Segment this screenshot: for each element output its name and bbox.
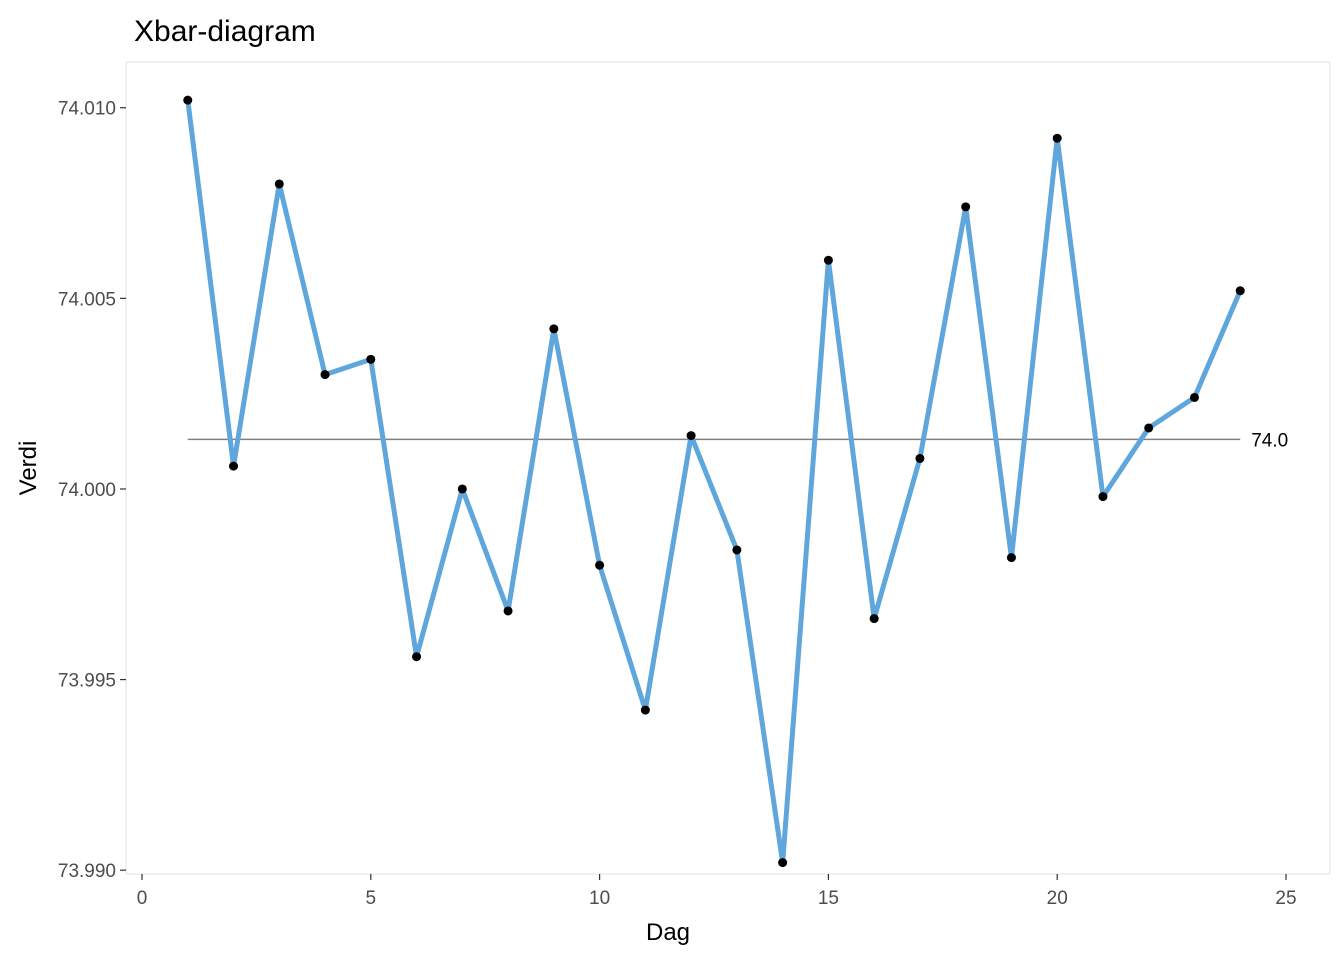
- data-point: [366, 354, 376, 364]
- x-axis: 0 5 10 15 20 25: [137, 874, 1297, 909]
- data-point: [1144, 423, 1154, 433]
- y-tick-label: 74.005: [58, 289, 116, 310]
- data-point: [686, 431, 696, 441]
- data-point: [823, 255, 833, 265]
- data-point: [1052, 133, 1062, 143]
- data-point: [274, 179, 284, 189]
- x-axis-title: Dag: [646, 919, 690, 946]
- y-tick-label: 74.000: [58, 480, 116, 501]
- data-point: [549, 324, 559, 334]
- x-tick-label: 20: [1047, 888, 1068, 909]
- data-point: [229, 461, 239, 471]
- data-point: [778, 858, 788, 868]
- data-point: [1235, 286, 1245, 296]
- x-tick-label: 5: [366, 888, 377, 909]
- data-point: [961, 202, 971, 212]
- chart-title: Xbar-diagram: [134, 15, 316, 48]
- x-tick-label: 10: [589, 888, 610, 909]
- data-point: [1189, 392, 1199, 402]
- data-point: [320, 370, 330, 380]
- data-point: [503, 606, 513, 616]
- y-tick-label: 74.010: [58, 99, 116, 120]
- x-tick-label: 0: [137, 888, 148, 909]
- data-point: [595, 560, 605, 570]
- y-tick-label: 73.990: [58, 861, 116, 882]
- y-axis: 73.990 73.995 74.000 74.005 74.010: [58, 99, 126, 882]
- x-tick-label: 15: [818, 888, 839, 909]
- y-axis-title: Verdi: [15, 441, 42, 496]
- data-point: [1006, 553, 1016, 563]
- data-point: [915, 453, 925, 463]
- data-point: [457, 484, 467, 494]
- x-tick-label: 25: [1275, 888, 1296, 909]
- data-point: [1098, 492, 1108, 502]
- data-point: [183, 95, 193, 105]
- data-point: [640, 705, 650, 715]
- y-tick-label: 73.995: [58, 671, 116, 692]
- plot-panel-border: [125, 61, 1331, 875]
- data-point: [869, 614, 879, 624]
- series-line: [185, 97, 1243, 866]
- data-points: [183, 95, 1245, 868]
- data-point: [412, 652, 422, 662]
- reference-line-label: 74.0: [1251, 430, 1288, 451]
- data-point: [732, 545, 742, 555]
